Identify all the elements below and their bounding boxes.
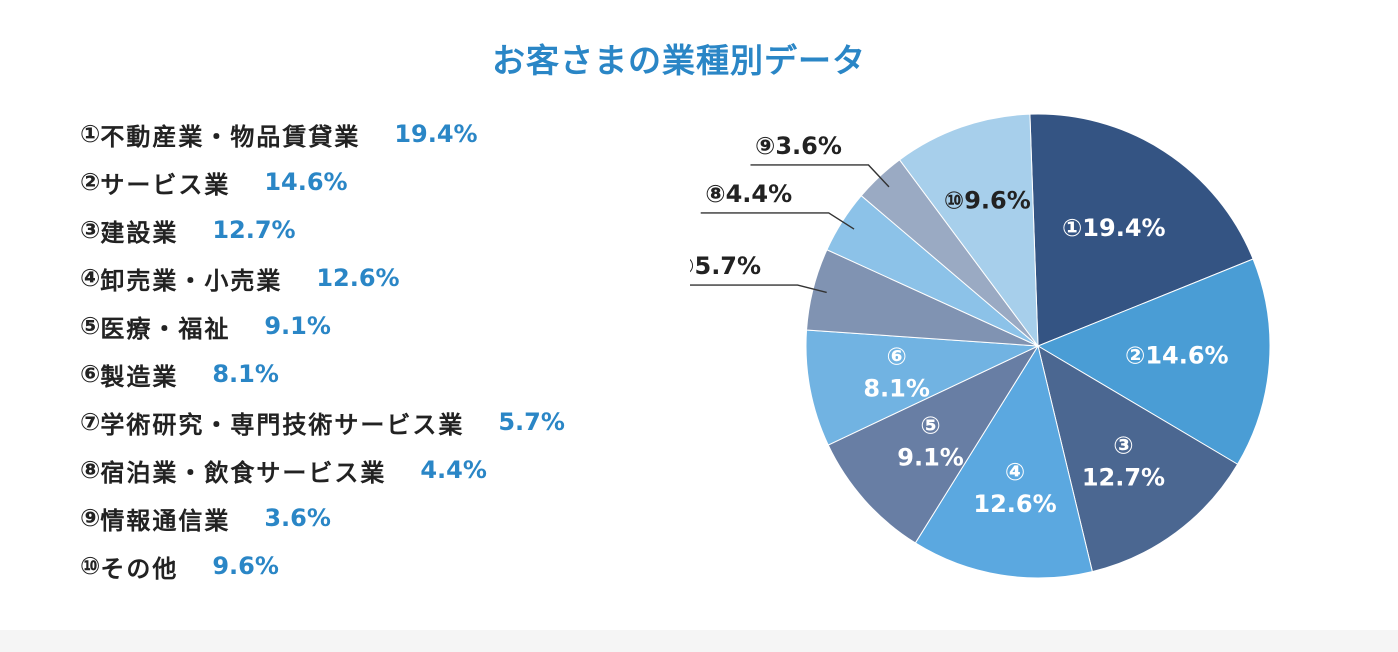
chart-title: お客さまの業種別データ <box>492 41 866 80</box>
slice-label-number: ⑤ <box>920 412 940 440</box>
legend-item: ⑥ 製造業 8.1% <box>80 350 565 398</box>
legend-number: ⑥ <box>80 360 101 388</box>
legend-number: ⑤ <box>80 312 101 340</box>
legend-value: 14.6% <box>264 168 348 196</box>
legend-label: 学術研究・専門技術サービス業 <box>100 410 465 439</box>
legend-number: ⑩ <box>80 552 101 580</box>
legend-item: ⑤ 医療・福祉 9.1% <box>80 302 565 350</box>
legend-item: ⑩ その他 9.6% <box>80 542 565 590</box>
pie-slice <box>1036 258 1271 465</box>
leader-line <box>690 284 827 294</box>
legend-label: 製造業 <box>100 362 179 391</box>
slice-label: 12.7% <box>1082 464 1165 492</box>
legend-label: 宿泊業・飲食サービス業 <box>100 458 387 487</box>
slice-label: ⑦5.7% <box>690 252 761 280</box>
legend-value: 12.6% <box>316 264 400 292</box>
legend-label: その他 <box>100 554 179 583</box>
slice-label-number: ③ <box>1113 432 1133 460</box>
legend-label: 情報通信業 <box>100 506 231 535</box>
legend-value: 5.7% <box>498 408 565 436</box>
legend-number: ⑧ <box>80 456 101 484</box>
legend-value: 8.1% <box>212 360 279 388</box>
footer-band <box>0 630 1398 652</box>
legend-value: 19.4% <box>394 120 478 148</box>
legend-item: ⑨ 情報通信業 3.6% <box>80 494 565 542</box>
legend-number: ⑨ <box>80 504 101 532</box>
legend-item: ② サービス業 14.6% <box>80 158 565 206</box>
leader-line <box>750 164 890 188</box>
pie-slice <box>805 329 1040 446</box>
legend-number: ② <box>80 168 101 196</box>
legend-label: 卸売業・小売業 <box>100 266 283 295</box>
legend-number: ⑦ <box>80 408 101 436</box>
slice-label: ②14.6% <box>1125 341 1229 369</box>
legend-item: ④ 卸売業・小売業 12.6% <box>80 254 565 302</box>
legend-item: ⑦ 学術研究・専門技術サービス業 5.7% <box>80 398 565 446</box>
pie-slice <box>914 344 1093 579</box>
slice-label: ⑨3.6% <box>755 132 842 160</box>
slice-label: ⑩9.6% <box>944 186 1031 214</box>
slice-label: 8.1% <box>863 375 930 403</box>
legend-value: 12.7% <box>212 216 296 244</box>
legend-label: サービス業 <box>100 170 231 199</box>
legend-value: 3.6% <box>264 504 331 532</box>
slice-label: ⑧4.4% <box>705 180 792 208</box>
legend-label: 不動産業・物品賃貸業 <box>100 122 361 151</box>
slice-label-number: ⑥ <box>886 343 906 371</box>
slice-label-number: ④ <box>1005 458 1025 486</box>
legend: ① 不動産業・物品賃貸業 19.4% ② サービス業 14.6% ③ 建設業 12.7% ④… <box>80 110 565 590</box>
legend-label: 建設業 <box>100 218 179 247</box>
pie-slice <box>1037 344 1239 573</box>
leader-line <box>700 212 855 230</box>
legend-value: 9.6% <box>212 552 279 580</box>
pie-chart: ①19.4% ②14.6% ③ 12.7% ④ 12.6% ⑤ 9.1% ⑥ 8.1% ⑦5.7% ⑧… <box>690 113 1271 579</box>
slice-label: ①19.4% <box>1062 214 1166 242</box>
legend-item: ① 不動産業・物品賃貸業 19.4% <box>80 110 565 158</box>
legend-number: ① <box>80 120 101 148</box>
pie-slice <box>827 344 1040 544</box>
pie-slice <box>898 113 1039 348</box>
legend-value: 9.1% <box>264 312 331 340</box>
legend-item: ⑧ 宿泊業・飲食サービス業 4.4% <box>80 446 565 494</box>
slice-label: 12.6% <box>973 490 1056 518</box>
legend-number: ④ <box>80 264 101 292</box>
legend-number: ③ <box>80 216 101 244</box>
legend-item: ③ 建設業 12.7% <box>80 206 565 254</box>
legend-label: 医療・福祉 <box>100 314 231 343</box>
pie-slice <box>1029 113 1254 347</box>
slice-label: 9.1% <box>897 444 964 472</box>
legend-value: 4.4% <box>420 456 487 484</box>
